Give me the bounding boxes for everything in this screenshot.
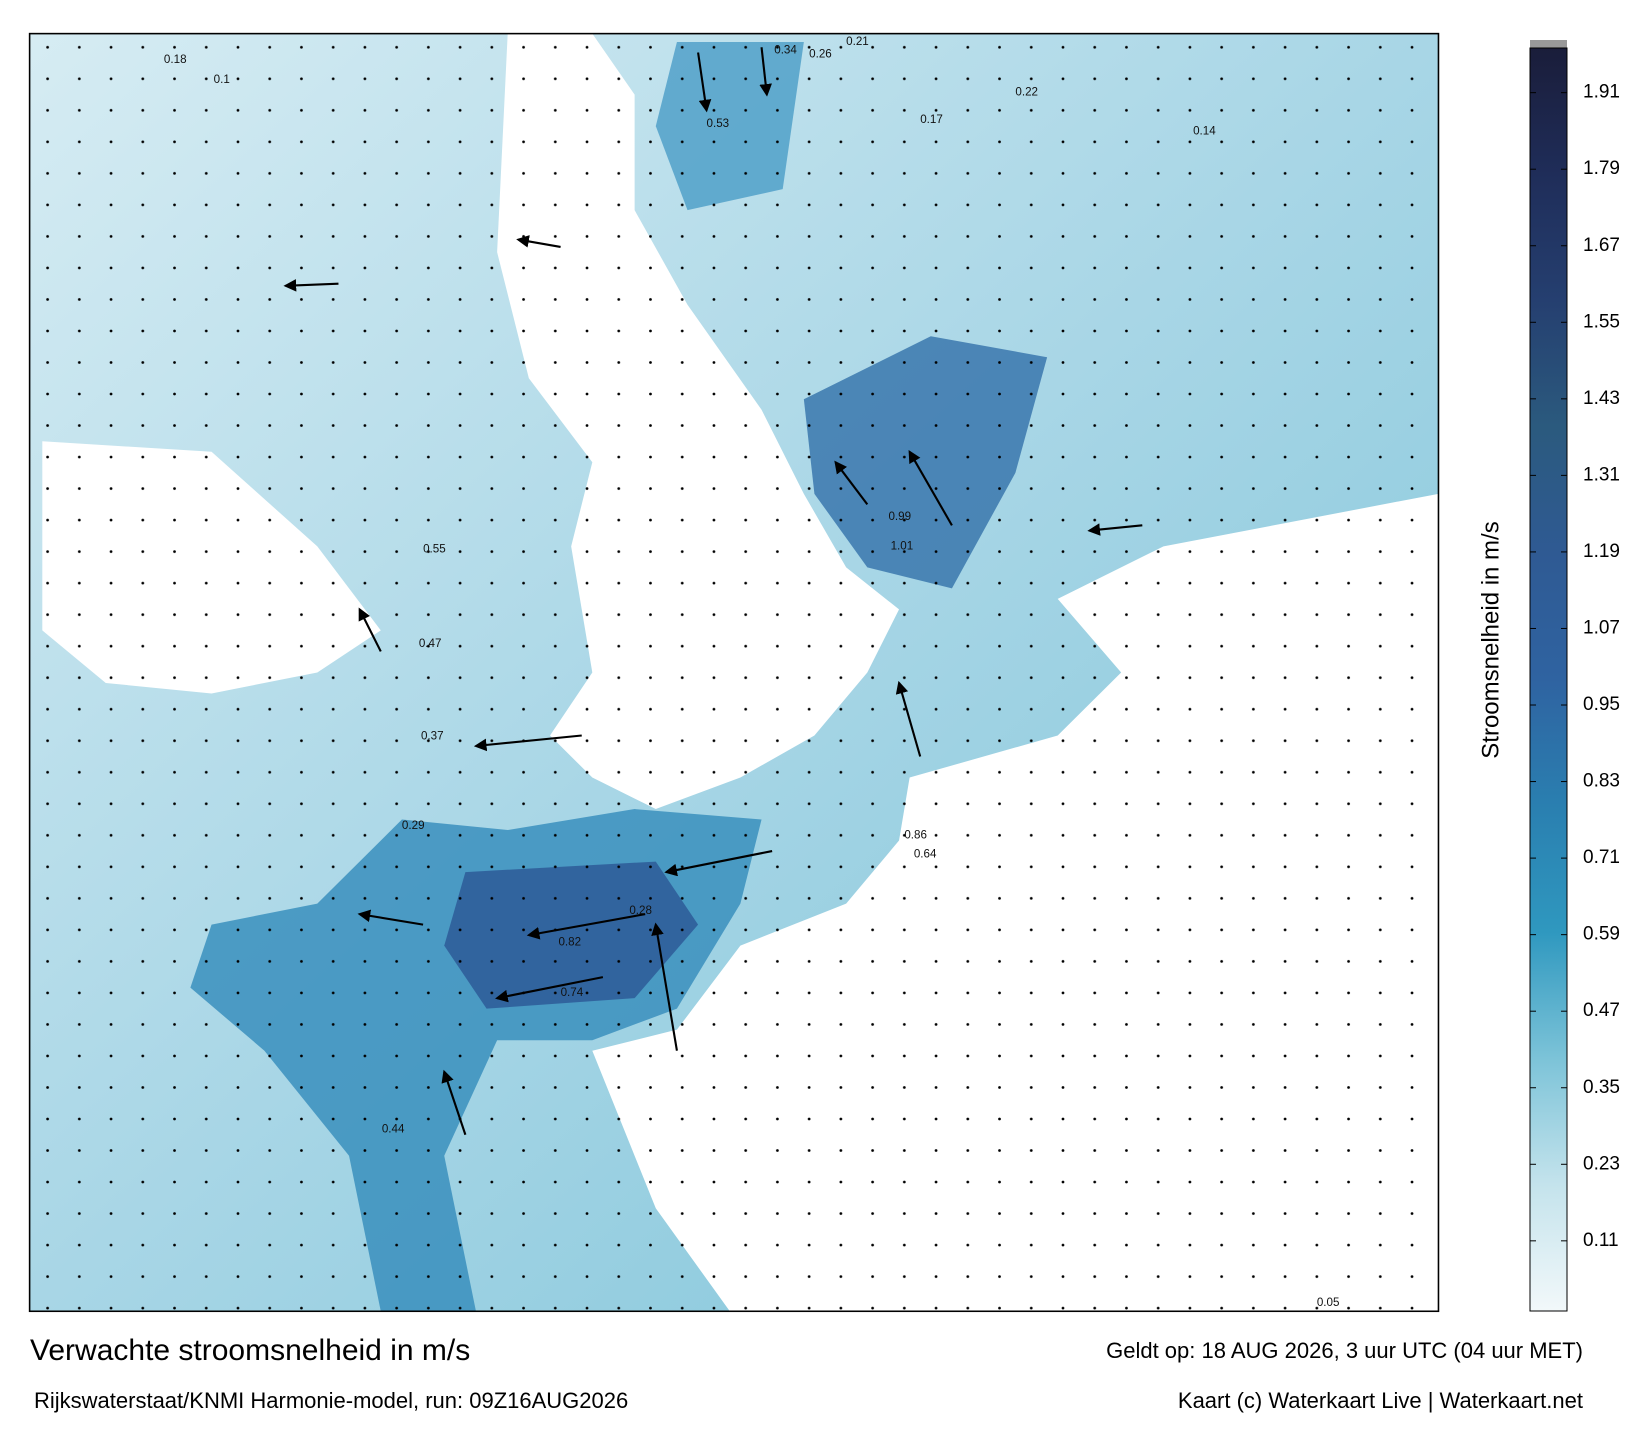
colorbar-tick-label: 0.23 <box>1583 1153 1620 1174</box>
colorbar-cap <box>1530 40 1567 48</box>
map-value-label: 0.82 <box>558 937 581 949</box>
map-value-label: 0.14 <box>1193 125 1216 137</box>
colorbar-tick-label: 1.19 <box>1583 541 1620 562</box>
colorbar-tick-label: 1.55 <box>1583 311 1620 332</box>
map-value-label: 0.28 <box>629 905 652 917</box>
map-value-label: 0.37 <box>421 731 444 743</box>
colorbar-tick-label: 0.11 <box>1583 1230 1619 1251</box>
map-value-label: 0.34 <box>774 45 797 57</box>
map-value-label: 0.29 <box>402 820 425 832</box>
map-value-label: 0.64 <box>914 848 937 860</box>
map: 0.18 0.1 0.34 0.26 0.21 0.53 0.99 1.01 0.86 0.64 0… <box>28 32 1440 1313</box>
colorbar-tick-label: 0.47 <box>1583 1000 1620 1021</box>
map-labels: 0.18 0.1 0.34 0.26 0.21 0.53 0.99 1.01 0.86 0.64 0… <box>164 36 1340 1309</box>
map-value-label: 0.21 <box>846 36 869 48</box>
map-value-label: 0.55 <box>423 544 446 556</box>
valid-time: Geldt op: 18 AUG 2026, 3 uur UTC (04 uur… <box>1106 1338 1583 1363</box>
arrows <box>283 47 1143 1136</box>
map-value-label: 0.44 <box>382 1124 405 1136</box>
map-frame <box>28 32 1440 1313</box>
map-value-label: 0.1 <box>214 74 230 86</box>
map-value-label: 0.26 <box>809 49 832 61</box>
map-value-label: 0.86 <box>904 829 927 841</box>
title: Verwachte stroomsnelheid in m/s <box>30 1334 470 1367</box>
map-value-label: 0.05 <box>1317 1297 1340 1309</box>
colorbar: 0.11 0.23 0.35 0.47 0.59 0.71 0.83 0.95 1.07 1.19… <box>1529 40 1620 1312</box>
colorbar-label: Stroomsnelheid in m/s <box>1477 521 1504 758</box>
map-value-label: 0.47 <box>419 638 442 650</box>
colorbar-tick-label: 1.07 <box>1583 617 1620 638</box>
colorbar-tick-label: 1.79 <box>1583 158 1620 179</box>
colorbar-tick-label: 0.59 <box>1583 924 1620 945</box>
colorbar-tick-label: 0.83 <box>1583 771 1620 792</box>
map-value-label: 1.01 <box>891 540 914 552</box>
colorbar-tick-label: 0.35 <box>1583 1077 1620 1098</box>
map-value-label: 0.18 <box>164 54 187 66</box>
map-value-label: 0.74 <box>561 987 584 999</box>
map-value-label: 0.22 <box>1015 87 1038 99</box>
colorbar-scale <box>1529 47 1568 1312</box>
map-value-label: 0.17 <box>920 114 943 126</box>
colorbar-tick-label: 1.43 <box>1583 388 1620 409</box>
colorbar-tick-label: 1.67 <box>1583 235 1620 256</box>
grid-dots <box>29 33 1439 1312</box>
credit: Kaart (c) Waterkaart Live | Waterkaart.n… <box>1178 1388 1583 1413</box>
colorbar-tick-label: 0.71 <box>1583 847 1620 868</box>
colorbar-tick-label: 1.31 <box>1583 464 1620 485</box>
subtitle: Rijkswaterstaat/KNMI Harmonie-model, run… <box>34 1388 628 1413</box>
colorbar-tick-label: 1.91 <box>1583 82 1620 103</box>
colorbar-tick-label: 0.95 <box>1583 694 1620 715</box>
map-value-label: 0.99 <box>888 511 911 523</box>
map-value-label: 0.53 <box>707 118 730 130</box>
